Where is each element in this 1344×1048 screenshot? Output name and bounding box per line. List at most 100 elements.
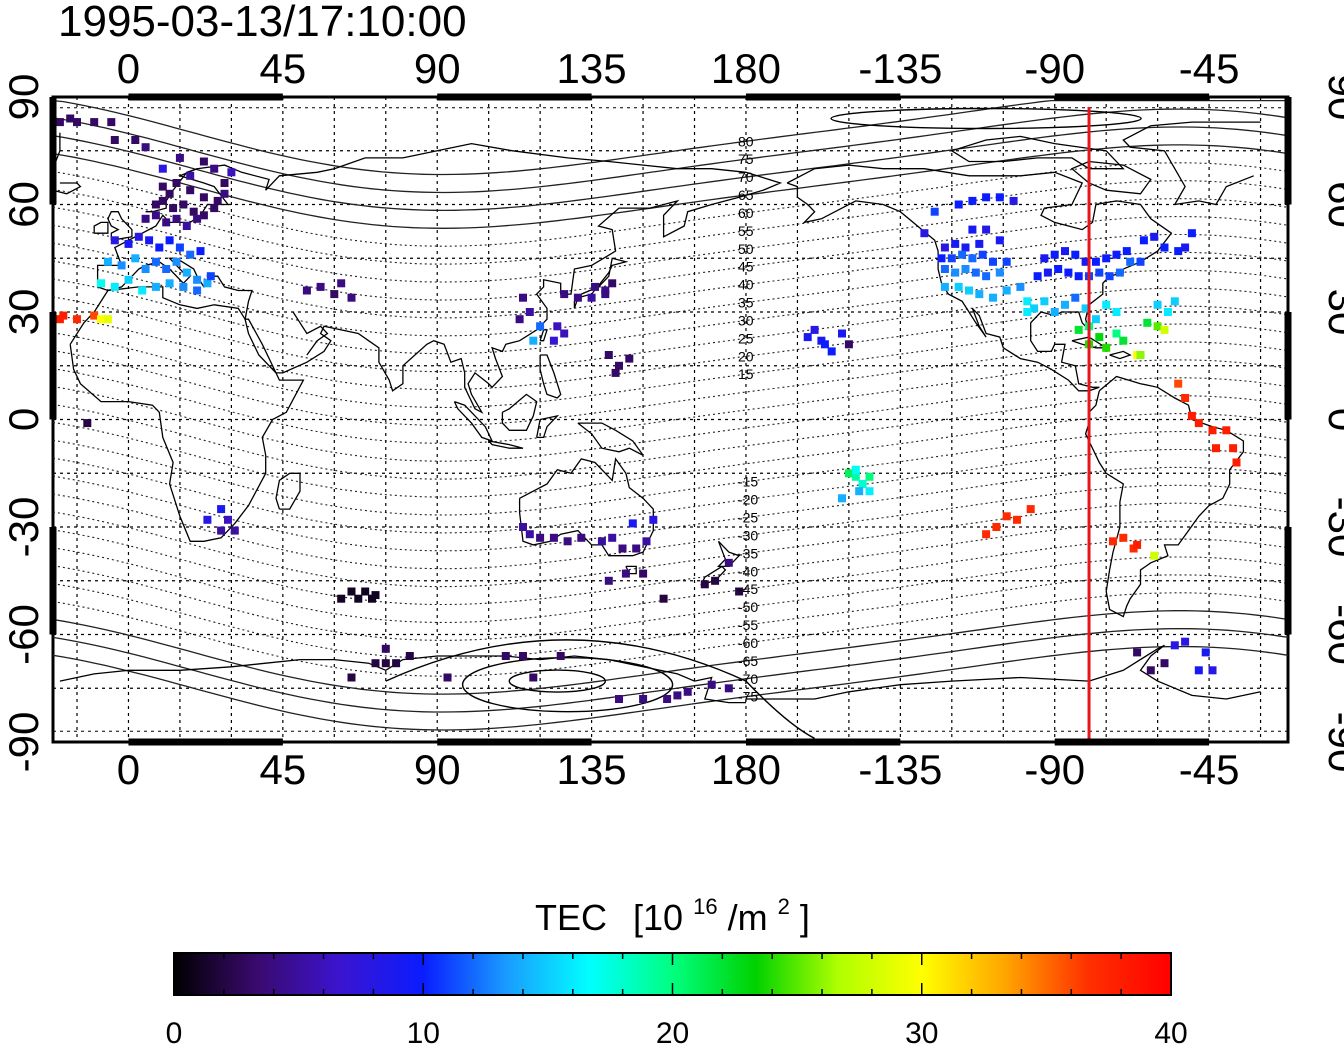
tec-point: [141, 214, 150, 223]
axis-tick-bars: [49, 93, 1292, 746]
tec-point: [158, 196, 167, 205]
tec-point: [1232, 458, 1241, 467]
longitude-label: -135: [858, 45, 942, 92]
magnetic-latitude-label: -65: [738, 653, 758, 669]
tec-point: [501, 652, 510, 660]
tec-point: [649, 515, 658, 524]
tec-point: [220, 179, 229, 187]
tec-point: [110, 282, 119, 291]
colorbar-tick-label: 0: [166, 1017, 183, 1048]
colorbar: TEC [10 16 /m 2 ] 0 10 20 30 40: [166, 894, 1188, 1048]
tec-point: [103, 257, 112, 266]
magnetic-contour: [52, 108, 1289, 194]
tec-point: [989, 293, 997, 302]
magnetic-contour: [52, 610, 1289, 695]
coastline-madagascar: [275, 472, 301, 510]
longitude-labels-bottom: 0 45 90 135 180 -135 -90 -45: [117, 746, 1240, 793]
tec-point: [947, 254, 956, 263]
tec-point: [1208, 666, 1217, 675]
tec-point: [951, 268, 960, 277]
tec-point: [206, 272, 215, 281]
magnetic-latitude-label: -55: [738, 617, 758, 633]
tec-point: [591, 282, 599, 291]
colorbar-ticks: 0 10 20 30 40: [166, 953, 1188, 1048]
tec-point: [930, 207, 939, 216]
magnetic-contour: [52, 198, 1289, 283]
magnetic-latitude-label: 80: [738, 133, 754, 149]
tec-point: [1040, 297, 1049, 306]
tec-point: [73, 118, 81, 127]
magnetic-contour: [52, 126, 1289, 212]
tec-point: [1102, 300, 1111, 309]
tec-point: [141, 265, 150, 273]
tec-point: [1146, 666, 1155, 675]
tec-point: [659, 594, 668, 603]
longitude-label: 45: [259, 746, 306, 793]
magnetic-latitude-label: -60: [738, 635, 758, 651]
tec-point: [549, 336, 558, 345]
longitude-label: 0: [117, 45, 140, 92]
magnetic-latitude-label: 15: [738, 366, 754, 382]
tec-point: [1016, 282, 1025, 291]
tec-point: [337, 279, 346, 288]
tec-point: [724, 558, 733, 567]
magnetic-contour: [52, 233, 1289, 319]
latitude-label: -60: [0, 604, 47, 665]
tec-point: [186, 186, 195, 195]
tec-point: [337, 594, 346, 603]
tec-point: [549, 533, 558, 542]
tec-point: [186, 250, 195, 259]
latitude-labels-left: 90 60 30 0 -30 -60 -90: [0, 74, 47, 773]
tec-point: [203, 515, 212, 524]
tec-point: [611, 368, 620, 377]
tec-point: [937, 254, 946, 263]
tec-point: [515, 315, 524, 324]
longitude-label: 180: [711, 746, 781, 793]
tec-point: [175, 153, 184, 162]
longitude-label: 45: [259, 45, 306, 92]
magnetic-contour: [52, 341, 1289, 426]
tec-point: [1136, 257, 1145, 266]
tec-point: [1187, 229, 1196, 238]
tec-point: [55, 315, 64, 324]
tec-point: [1109, 537, 1117, 546]
tec-point: [529, 673, 538, 682]
tec-point: [1091, 315, 1100, 324]
tec-point: [1002, 512, 1011, 521]
tec-point: [940, 243, 949, 252]
tec-point: [1115, 268, 1124, 277]
tec-point: [920, 229, 929, 238]
tec-point: [711, 576, 720, 585]
tec-point: [968, 225, 977, 234]
magnetic-contour: [52, 645, 1289, 731]
tec-point: [639, 569, 648, 578]
tec-point: [954, 200, 963, 209]
tec-point: [220, 189, 229, 198]
tec-point: [604, 576, 613, 585]
tec-point: [1061, 247, 1069, 256]
tec-point: [1112, 250, 1121, 259]
tec-point: [1030, 304, 1039, 313]
coastline-antarctica: [59, 644, 1261, 704]
tec-point: [189, 207, 198, 216]
tec-point: [851, 472, 860, 481]
latitude-label: -60: [1320, 604, 1344, 665]
tec-point: [172, 257, 181, 266]
tec-point: [1150, 551, 1159, 560]
magnetic-contour: [52, 269, 1289, 355]
tec-point: [673, 691, 682, 700]
magnetic-latitude-label: 50: [738, 241, 754, 257]
tec-point: [838, 329, 846, 338]
longitude-label: -135: [858, 746, 942, 793]
magnetic-contour: [52, 592, 1289, 677]
tec-point: [83, 419, 92, 428]
tec-point: [131, 136, 140, 144]
tec-point: [1091, 257, 1100, 266]
tec-point: [179, 282, 188, 291]
latitude-label: 30: [1320, 289, 1344, 336]
tec-point: [165, 189, 174, 198]
tec-point: [1181, 637, 1190, 646]
tec-point: [639, 695, 648, 703]
colorbar-tick-label: 40: [1154, 1017, 1187, 1048]
south-magnetic-contour: [385, 639, 815, 740]
